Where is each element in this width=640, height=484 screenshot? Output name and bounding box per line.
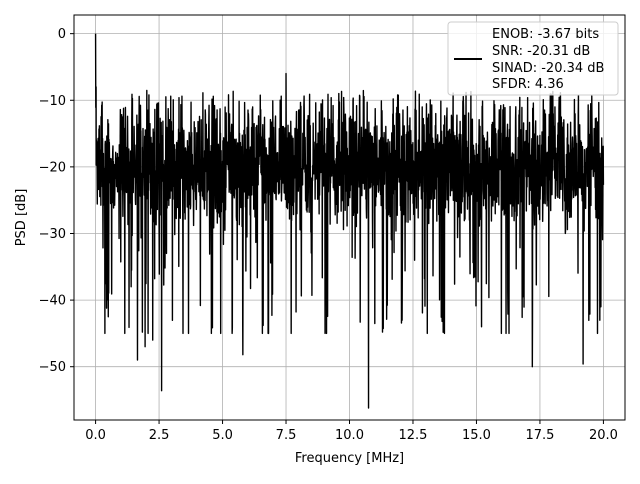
x-tick-label: 17.5	[525, 428, 554, 443]
x-tick-label: 7.5	[276, 428, 297, 443]
y-tick-label: −20	[39, 160, 66, 175]
plot-layer	[94, 33, 605, 409]
y-tick-label: −40	[39, 294, 66, 309]
y-tick-label: −10	[39, 94, 66, 109]
x-tick-label: 2.5	[149, 428, 170, 443]
y-tick-label: −50	[39, 360, 66, 375]
x-tick-label: 0.0	[85, 428, 106, 443]
x-axis-label: Frequency [MHz]	[295, 451, 404, 466]
legend-entry-snr: SNR: -20.31 dB	[492, 44, 590, 59]
x-tick-label: 20.0	[589, 428, 618, 443]
legend-entry-sfdr: SFDR: 4.36	[492, 77, 564, 92]
x-tick-label: 15.0	[462, 428, 491, 443]
y-tick-label: 0	[58, 27, 66, 42]
legend-box	[447, 21, 619, 96]
legend-entry-enob: ENOB: -3.67 bits	[492, 27, 599, 42]
x-tick-label: 10.0	[335, 428, 364, 443]
tick-layer: 0.0 2.5 5.0 7.5 10.0 12.5 15.0 17.5 20.0 0 −10 −20 −…	[39, 27, 618, 443]
y-axis-label: PSD [dB]	[14, 189, 29, 247]
psd-series-line	[94, 33, 605, 409]
legend-entry-sinad: SINAD: -20.34 dB	[492, 61, 604, 76]
y-tick-label: −30	[39, 227, 66, 242]
x-tick-label: 5.0	[212, 428, 233, 443]
legend: ENOB: -3.67 bits SNR: -20.31 dB SINAD: -…	[447, 21, 619, 96]
x-tick-label: 12.5	[399, 428, 428, 443]
